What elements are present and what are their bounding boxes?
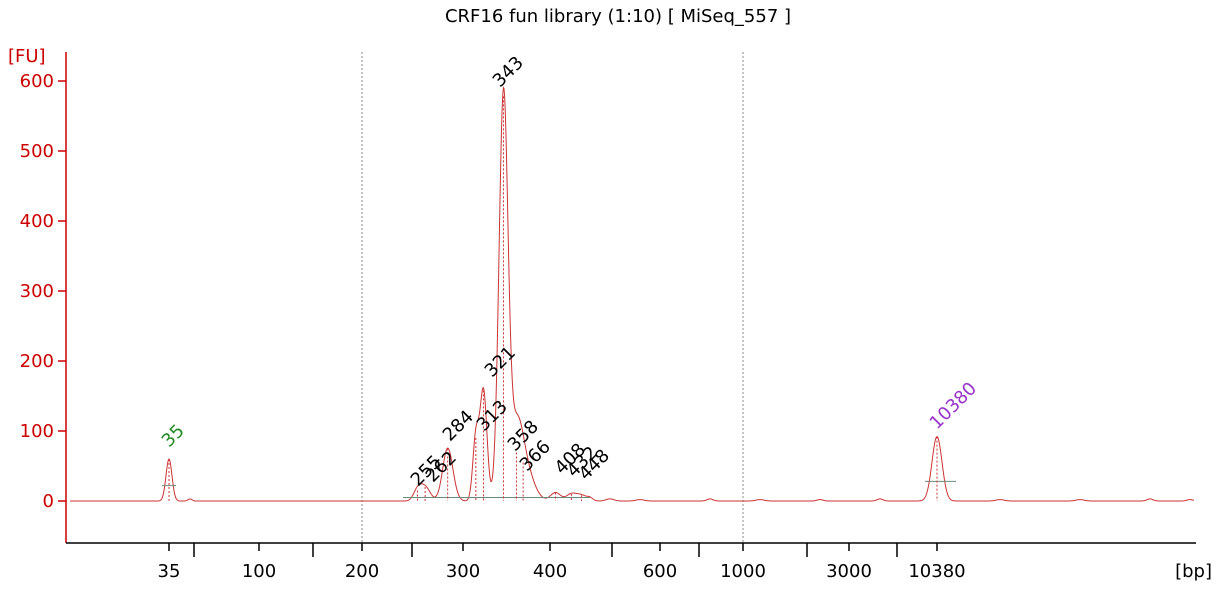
x-axis-unit: [bp] — [1175, 561, 1212, 582]
electropherogram-trace — [70, 86, 1195, 502]
x-tick-label: 35 — [158, 561, 181, 582]
peak-label: 10380 — [926, 378, 981, 433]
y-tick-label: 0 — [43, 491, 54, 512]
y-tick-label: 100 — [20, 421, 54, 442]
trace-layer — [70, 86, 1195, 502]
chart-title: CRF16 fun library (1:10) [ MiSeq_557 ] — [444, 6, 792, 27]
y-tick-label: 400 — [20, 211, 54, 232]
y-axis-unit: [FU] — [8, 46, 46, 67]
x-tick-label: 300 — [446, 561, 480, 582]
peak-label: 35 — [158, 420, 189, 451]
y-tick-label: 500 — [20, 141, 54, 162]
peak-label: 284 — [439, 406, 478, 445]
peak-label: 321 — [481, 342, 520, 381]
axes: 0 100 200 300 400 500 600 35 100 200 300 400 600 1000… — [20, 52, 1196, 582]
x-tick-label: 100 — [242, 561, 276, 582]
y-tick-label: 600 — [20, 71, 54, 92]
x-tick-label: 600 — [643, 561, 677, 582]
x-tick-label: 400 — [533, 561, 567, 582]
peak-label: 343 — [489, 52, 528, 91]
x-tick-label: 200 — [345, 561, 379, 582]
y-tick-label: 200 — [20, 351, 54, 372]
reference-lines — [361, 52, 744, 543]
peak-label: 313 — [473, 396, 512, 435]
y-tick-label: 300 — [20, 281, 54, 302]
x-tick-label: 3000 — [826, 561, 872, 582]
x-tick-label: 1000 — [720, 561, 766, 582]
x-tick-label: 10380 — [908, 561, 965, 582]
